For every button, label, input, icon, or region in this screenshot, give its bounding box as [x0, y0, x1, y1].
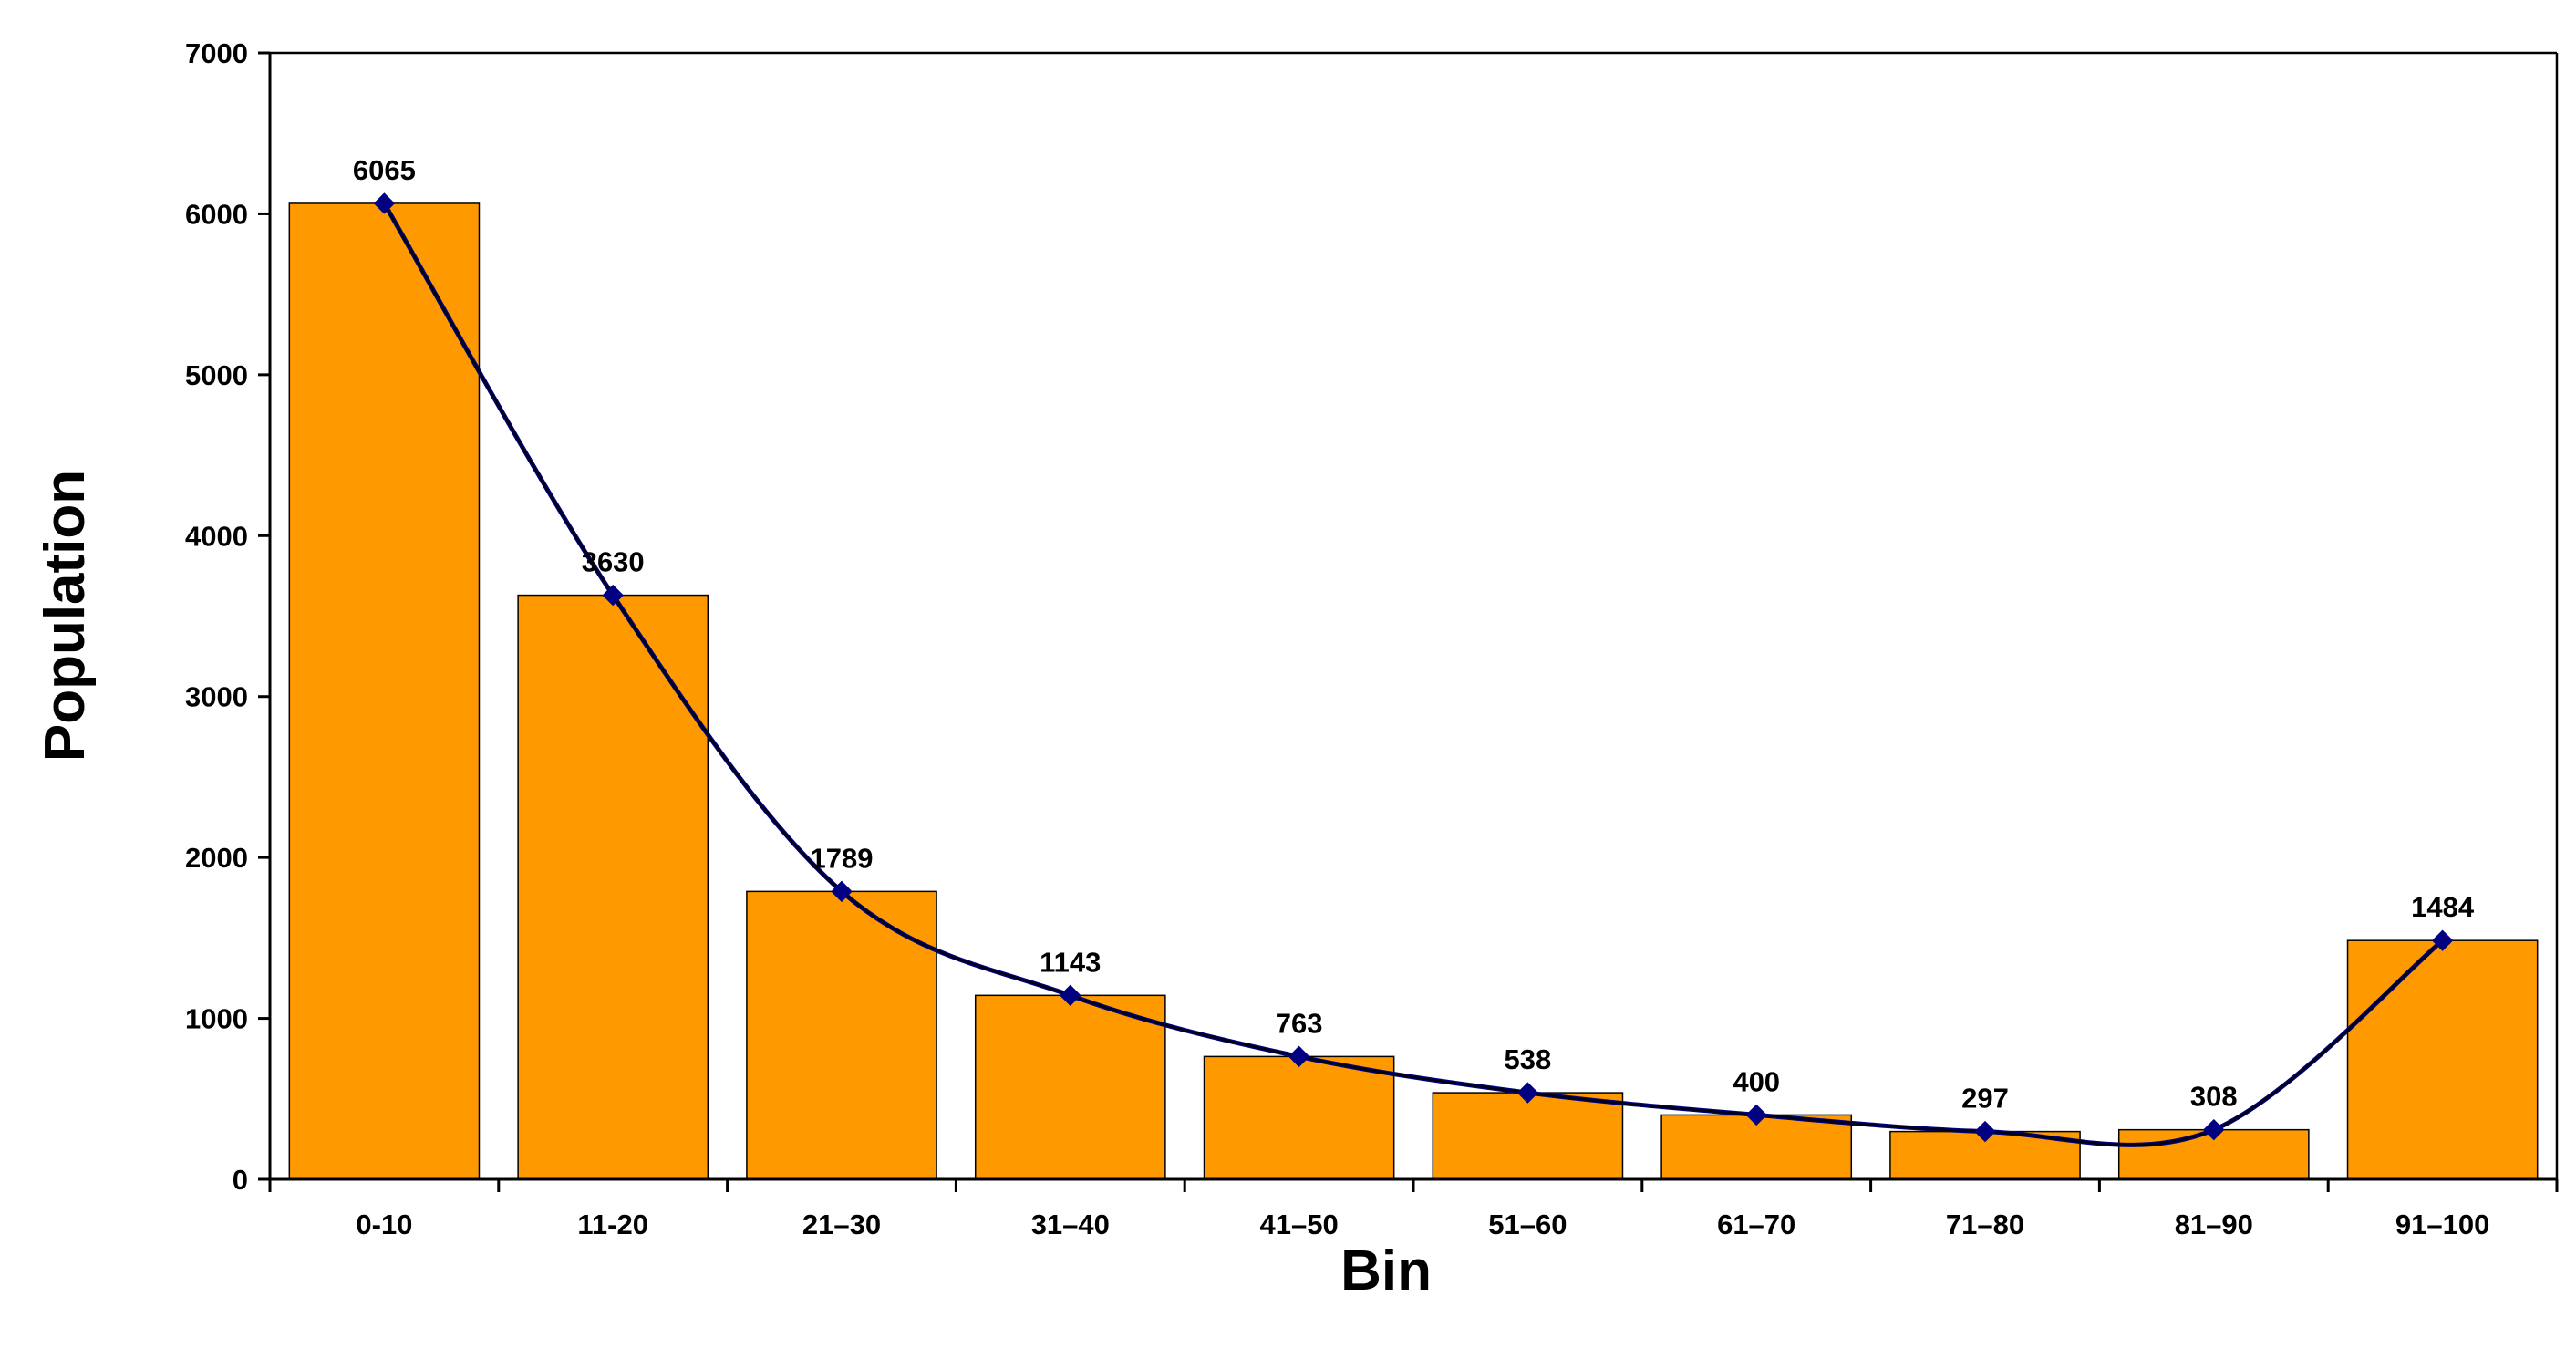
labels-layer: 0 1000 2000 3000 4000 5000 6000 7000 0-10 11-20 21… — [185, 37, 2489, 1240]
marker-41–50 — [1288, 1045, 1310, 1068]
marker-81–90 — [2203, 1118, 2225, 1141]
marker-71–80 — [1974, 1120, 1996, 1143]
x-tick-label: 71–80 — [1946, 1209, 2024, 1240]
x-axis-title: Bin — [1340, 1240, 1432, 1302]
bar-11-20 — [517, 594, 709, 1180]
bar-21–30 — [746, 890, 937, 1180]
marker-0-10 — [373, 192, 396, 214]
bar-51–60 — [1432, 1092, 1624, 1180]
y-tick-label: 1000 — [185, 1003, 248, 1035]
x-tick-label: 91–100 — [2395, 1209, 2489, 1240]
data-label: 1143 — [1040, 946, 1101, 978]
bar-31–40 — [974, 994, 1166, 1180]
data-label: 763 — [1276, 1007, 1323, 1039]
x-tick-label: 31–40 — [1031, 1209, 1110, 1240]
marker-11-20 — [602, 584, 624, 607]
data-label: 1484 — [2411, 891, 2475, 923]
bar-91–100 — [2346, 939, 2539, 1180]
y-tick-label: 0 — [233, 1164, 248, 1196]
y-tick-label: 7000 — [185, 37, 248, 69]
y-tick-label: 5000 — [185, 359, 248, 391]
x-tick-label: 21–30 — [802, 1209, 881, 1240]
y-tick-label: 2000 — [185, 842, 248, 874]
x-tick-label: 0-10 — [356, 1209, 412, 1240]
x-tick-label: 51–60 — [1488, 1209, 1567, 1240]
marker-91–100 — [2431, 929, 2454, 951]
bar-0-10 — [288, 202, 481, 1180]
x-tick-label: 61–70 — [1717, 1209, 1795, 1240]
data-label: 3630 — [582, 546, 645, 578]
data-label: 308 — [2190, 1081, 2238, 1113]
bars-layer — [288, 202, 2539, 1180]
bar-81–90 — [2117, 1128, 2310, 1180]
bar-61–70 — [1660, 1114, 1853, 1180]
data-label: 400 — [1733, 1065, 1780, 1097]
axes-layer — [258, 51, 2559, 1192]
data-label: 538 — [1505, 1043, 1552, 1075]
line-layer — [373, 192, 2454, 1147]
x-tick-label: 81–90 — [2175, 1209, 2253, 1240]
marker-21–30 — [831, 880, 853, 903]
y-tick-label: 3000 — [185, 681, 248, 713]
bar-41–50 — [1203, 1055, 1395, 1180]
y-axis-title: Population — [34, 470, 97, 762]
x-tick-label: 41–50 — [1259, 1209, 1338, 1240]
data-label: 6065 — [353, 154, 416, 186]
marker-31–40 — [1060, 984, 1081, 1007]
x-tick-label: 11-20 — [577, 1209, 648, 1240]
y-tick-label: 4000 — [185, 520, 248, 552]
data-label: 297 — [1961, 1083, 2009, 1115]
data-label: 1789 — [811, 842, 874, 874]
marker-61–70 — [1745, 1104, 1767, 1126]
y-tick-label: 6000 — [185, 198, 248, 230]
trend-line-overlay — [383, 202, 2444, 1146]
marker-51–60 — [1516, 1082, 1539, 1104]
